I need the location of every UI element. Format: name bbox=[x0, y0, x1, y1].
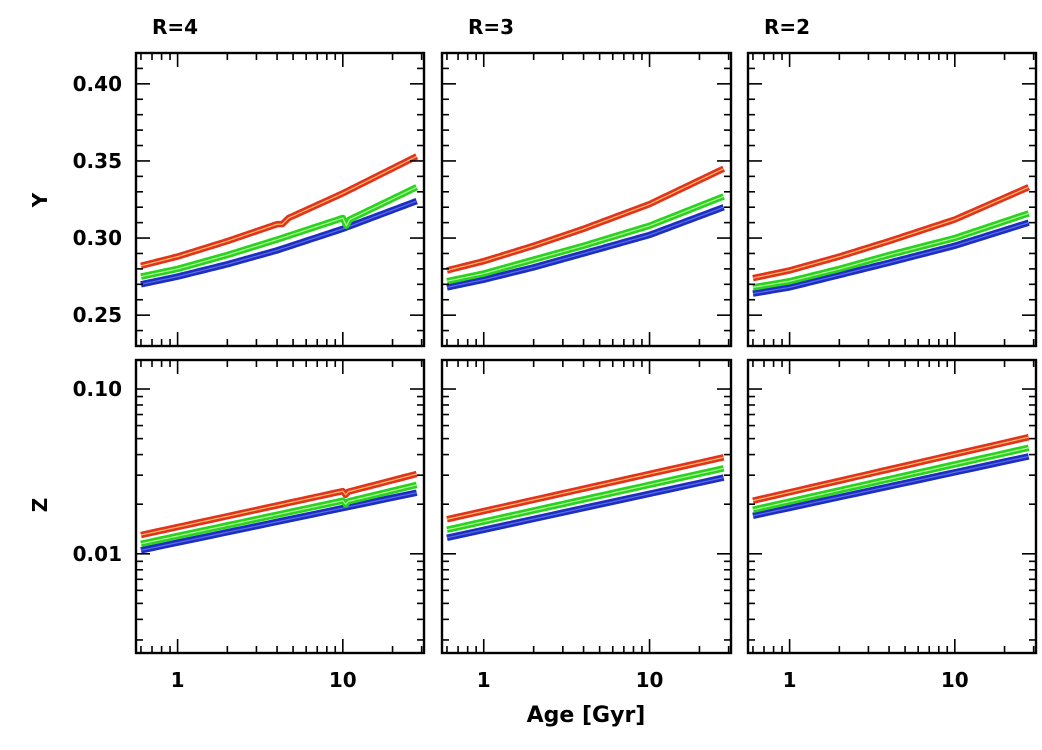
x-tick-label: 1 bbox=[171, 668, 185, 692]
series-line-core-1 bbox=[446, 195, 724, 282]
axes-frame bbox=[134, 51, 426, 348]
panel-curves-r1-c1 bbox=[446, 454, 725, 542]
series-line-0 bbox=[139, 197, 418, 288]
panel-curves-r0-c2 bbox=[751, 184, 1031, 297]
series-line-core-1 bbox=[446, 467, 724, 531]
panel-curves-r1-c2 bbox=[752, 434, 1030, 519]
panel-title-r4: R=4 bbox=[152, 15, 198, 39]
series-line-1 bbox=[139, 184, 419, 280]
axes-frame bbox=[746, 51, 1038, 348]
series-line-core-1 bbox=[752, 447, 1029, 511]
series-line-core-2 bbox=[140, 473, 417, 536]
axes-frame bbox=[134, 358, 426, 655]
y-tick-label: 0.35 bbox=[73, 149, 122, 173]
series-line-core-1 bbox=[140, 484, 417, 545]
axes-panel-r1-c2 bbox=[746, 358, 1038, 655]
y-axis-label-y: Y bbox=[28, 192, 52, 208]
axes-frame bbox=[440, 358, 733, 655]
panel-title-r2: R=2 bbox=[764, 15, 810, 39]
series-line-core-2 bbox=[752, 186, 1029, 279]
series-line-core-2 bbox=[446, 456, 724, 520]
series-line-core-0 bbox=[752, 455, 1029, 517]
series-line-1 bbox=[445, 193, 725, 285]
x-tick-label: 10 bbox=[941, 668, 969, 692]
y-tick-label: 0.01 bbox=[73, 542, 122, 566]
panel-curves-r0-c0 bbox=[139, 153, 419, 288]
series-line-core-0 bbox=[446, 206, 724, 288]
series-line-core-2 bbox=[140, 155, 417, 267]
y-tick-label: 0.30 bbox=[73, 226, 122, 250]
series-line-core-2 bbox=[446, 168, 724, 272]
panel-curves-r0-c1 bbox=[445, 165, 726, 291]
axes-panel-r1-c1 bbox=[440, 358, 733, 655]
curves-layer bbox=[139, 153, 1031, 554]
axes-panel-r0-c0 bbox=[134, 51, 426, 348]
axes-layer bbox=[134, 51, 1038, 655]
x-tick-label: 1 bbox=[783, 668, 797, 692]
y-tick-label: 0.10 bbox=[73, 377, 122, 401]
y-axis-label-z: Z bbox=[28, 498, 52, 513]
panel-curves-r1-c0 bbox=[140, 470, 418, 554]
series-line-core-0 bbox=[446, 477, 724, 539]
series-line-core-0 bbox=[140, 492, 417, 551]
axes-panel-r1-c0 bbox=[134, 358, 426, 655]
axes-frame bbox=[440, 51, 733, 348]
series-line-core-1 bbox=[752, 212, 1029, 288]
series-line-1 bbox=[751, 210, 1030, 291]
axes-panel-r0-c2 bbox=[746, 51, 1038, 348]
axes-panel-r0-c1 bbox=[440, 51, 733, 348]
series-line-core-1 bbox=[140, 186, 417, 278]
panel-title-r3: R=3 bbox=[468, 15, 514, 39]
series-line-core-0 bbox=[140, 200, 417, 285]
series-line-core-2 bbox=[752, 436, 1029, 502]
axes-frame bbox=[746, 358, 1038, 655]
y-tick-label: 0.40 bbox=[73, 72, 122, 96]
x-tick-label: 10 bbox=[329, 668, 357, 692]
text-layer: R=4 R=3 R=2 Y Z Age [Gyr] 1 10 1 10 1 10 0.25 0… bbox=[28, 15, 969, 728]
x-tick-label: 10 bbox=[636, 668, 664, 692]
series-line-core-0 bbox=[752, 222, 1029, 295]
x-axis-label: Age [Gyr] bbox=[527, 703, 646, 728]
y-tick-label: 0.25 bbox=[73, 303, 122, 327]
x-tick-label: 1 bbox=[477, 668, 491, 692]
